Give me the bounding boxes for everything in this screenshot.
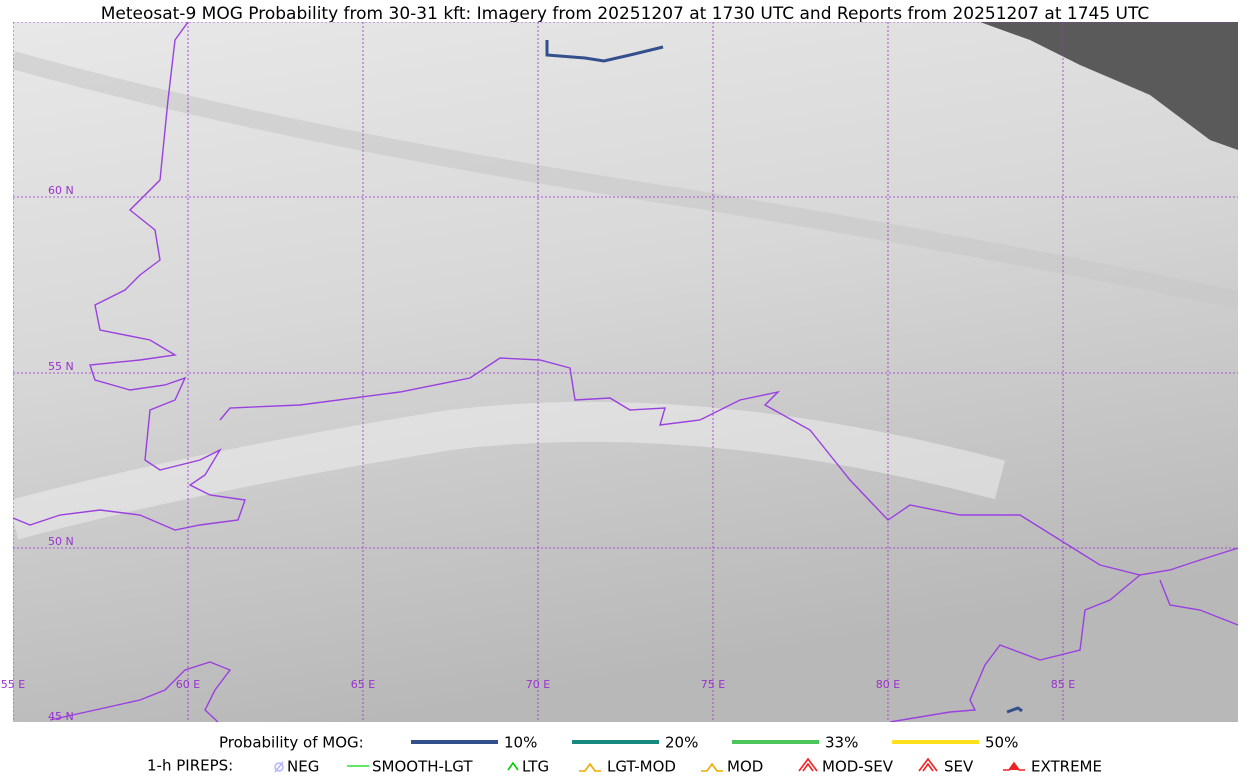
lon-label: 80 E: [876, 678, 900, 691]
cloud-band: [13, 51, 1238, 309]
legend-label: 33%: [825, 734, 858, 752]
legend-label: 10%: [504, 734, 537, 752]
cloud-band: [13, 401, 1006, 540]
lat-label: 50 N: [48, 535, 74, 548]
legend-label: EXTREME: [1031, 758, 1102, 776]
legend-label: SEV: [944, 758, 974, 776]
legend-label: NEG: [287, 758, 319, 776]
pirep-symbol: [579, 762, 601, 772]
coastline: [13, 22, 246, 531]
lon-label: 65 E: [351, 678, 375, 691]
lat-label: 45 N: [48, 710, 74, 723]
legend-label: MOD-SEV: [822, 758, 894, 776]
pirep-symbol: [274, 762, 284, 772]
pirep-symbol: [701, 762, 723, 772]
title: Meteosat-9 MOG Probability from 30-31 kf…: [101, 4, 1150, 24]
legend-title: 1-h PIREPS:: [147, 757, 233, 775]
satellite-image: [13, 22, 1238, 722]
lat-label: 60 N: [48, 184, 74, 197]
legend-label: MOD: [727, 758, 763, 776]
grid-labels: 60 N 55 N 50 N 45 N 55 E 60 E 65 E 70 E 75 E 80 E…: [1, 184, 1075, 723]
grid: [13, 22, 1238, 722]
legend-label: 50%: [985, 734, 1018, 752]
pirep-symbol: [507, 761, 519, 771]
lat-label: 55 N: [48, 360, 74, 373]
legend: Probability of MOG: 1-h PIREPS: 10% 20% 33…: [147, 734, 1102, 776]
border: [889, 574, 1141, 722]
probability-contour: [1006, 706, 1023, 714]
lon-label: 85 E: [1051, 678, 1075, 691]
lon-label: 60 E: [176, 678, 200, 691]
legend-label: SMOOTH-LGT: [372, 758, 473, 776]
lon-label: 55 E: [1, 678, 25, 691]
pirep-symbol: [918, 757, 938, 772]
pirep-symbol: [1003, 761, 1025, 771]
border: [1159, 579, 1238, 626]
border: [219, 357, 1238, 576]
map: [13, 22, 1238, 722]
pirep-symbol: [798, 757, 818, 772]
no-data-region: [980, 22, 1238, 150]
legend-label: LGT-MOD: [607, 758, 676, 776]
legend-label: 20%: [665, 734, 698, 752]
coastline: [49, 661, 232, 722]
probability-contour: [545, 40, 664, 63]
legend-title: Probability of MOG:: [219, 734, 364, 752]
lon-label: 70 E: [526, 678, 550, 691]
pirep-symbol: [274, 761, 284, 773]
legend-label: LTG: [522, 758, 549, 776]
lon-label: 75 E: [701, 678, 725, 691]
